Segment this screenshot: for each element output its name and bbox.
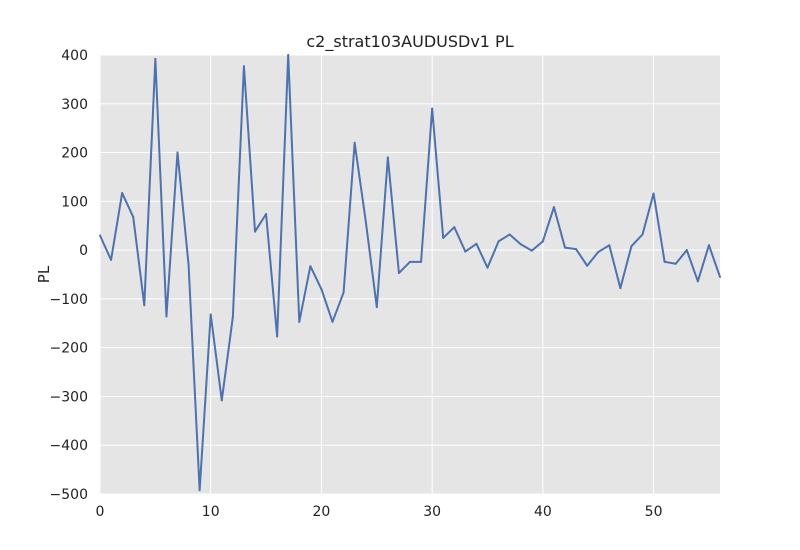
data-point	[608, 244, 611, 247]
data-point	[132, 215, 135, 218]
data-point	[442, 236, 445, 239]
data-point	[375, 306, 378, 309]
y-tick-label: −200	[50, 341, 88, 357]
data-point	[110, 258, 113, 261]
y-tick-label: 100	[61, 194, 88, 210]
data-point	[575, 248, 578, 251]
data-point	[586, 264, 589, 267]
data-point	[707, 244, 710, 247]
data-point	[265, 213, 268, 216]
data-point	[143, 304, 146, 307]
x-tick-label: 50	[645, 504, 663, 520]
y-tick-label: −100	[50, 292, 88, 308]
data-point	[530, 249, 533, 252]
data-point	[453, 226, 456, 229]
data-point	[696, 280, 699, 283]
data-point	[176, 151, 179, 154]
data-point	[121, 192, 124, 195]
data-point	[630, 245, 633, 248]
x-tick-label: 20	[313, 504, 331, 520]
y-tick-label: 300	[61, 97, 88, 113]
data-point	[99, 234, 101, 237]
data-point	[397, 272, 400, 275]
data-point	[652, 192, 655, 195]
data-point	[276, 335, 279, 338]
data-point	[242, 65, 245, 68]
data-point	[464, 250, 467, 253]
data-point	[541, 240, 544, 243]
data-point	[353, 141, 356, 144]
data-points	[99, 54, 721, 492]
y-tick-label: 200	[61, 146, 88, 162]
data-point	[231, 315, 234, 318]
data-point	[552, 206, 555, 209]
data-point	[187, 263, 190, 266]
data-point	[298, 320, 301, 323]
data-point	[674, 262, 677, 265]
x-tick-label: 0	[96, 504, 105, 520]
y-tick-label: −300	[50, 389, 88, 405]
data-point	[386, 156, 389, 159]
data-point	[497, 240, 500, 243]
x-tick-label: 30	[423, 504, 441, 520]
data-point	[165, 315, 168, 318]
data-point	[519, 243, 522, 246]
y-tick-label: −500	[50, 487, 88, 503]
data-point	[420, 260, 423, 263]
data-point	[154, 57, 157, 60]
y-axis-label: PL	[35, 265, 53, 283]
data-point	[663, 260, 666, 263]
data-point	[475, 242, 478, 245]
data-point	[685, 249, 688, 252]
data-point	[619, 287, 622, 290]
data-point	[209, 313, 212, 316]
data-point	[508, 233, 511, 236]
data-point	[364, 219, 367, 222]
data-point	[641, 233, 644, 236]
x-tick-label: 10	[202, 504, 220, 520]
data-point	[309, 265, 312, 268]
data-point	[564, 246, 566, 249]
grid-lines	[99, 54, 720, 495]
plot-background	[100, 55, 720, 494]
y-tick-label: 400	[61, 48, 88, 64]
y-tick-label: 0	[79, 243, 88, 259]
data-point	[486, 266, 489, 269]
chart-title: c2_strat103AUDUSDv1 PL	[306, 32, 513, 52]
x-tick-label: 40	[534, 504, 552, 520]
data-point	[597, 251, 600, 254]
data-point	[342, 291, 345, 294]
data-point	[287, 54, 290, 56]
data-point	[198, 489, 201, 492]
data-point	[220, 399, 223, 402]
data-point	[719, 275, 721, 278]
data-point	[254, 230, 256, 233]
tick-labels: 0 10 20 30 40 50 400 300 200 100 0 −100 −200 −300 −400…	[50, 48, 663, 520]
y-tick-label: −400	[50, 438, 88, 454]
data-point	[331, 320, 334, 323]
data-point	[431, 107, 434, 110]
data-point	[320, 288, 323, 291]
data-point	[409, 260, 411, 263]
